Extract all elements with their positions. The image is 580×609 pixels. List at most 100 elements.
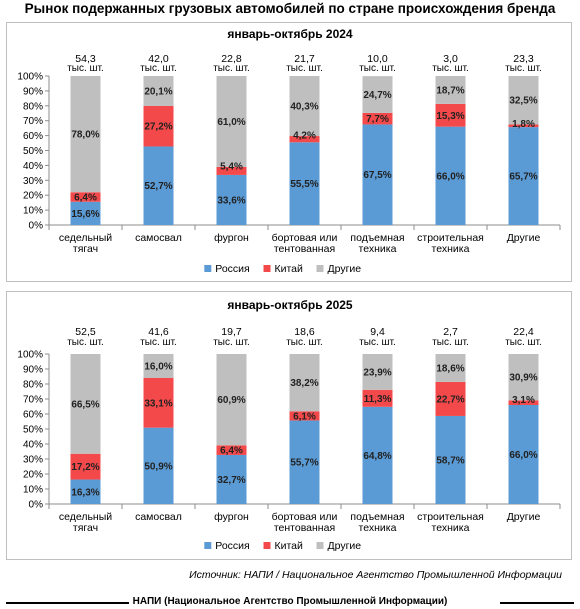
bar-segment [216, 76, 247, 167]
category-label: фургон [214, 511, 249, 523]
bar-segment [216, 166, 247, 175]
total-unit: тыс. шт. [67, 337, 104, 348]
category-label: подъемная [350, 232, 404, 244]
bar-segment [435, 76, 466, 104]
bar-segment [362, 112, 393, 125]
footer-text: НАПИ (Национальное Агентство Промышленно… [128, 596, 452, 607]
y-tick-label: 80% [23, 380, 43, 391]
category-label: Другие [507, 511, 541, 523]
bar-segment [289, 142, 320, 225]
bar-segment [289, 420, 320, 504]
bar-segment [435, 126, 466, 225]
chart-2025-svg: январь-октябрь 2025 0% 10% 20% 30% 40% 50% 60% 7… [17, 298, 561, 552]
bar-segment [70, 76, 101, 193]
bar-segment [70, 354, 101, 454]
data-label: 3,1% [512, 395, 535, 406]
data-label: 20,1% [144, 86, 172, 97]
data-label: 6,1% [293, 411, 316, 422]
y-tick-label: 80% [23, 101, 43, 112]
bar-segment [216, 445, 247, 455]
total-value: 21,7 [294, 53, 315, 65]
total-value: 18,6 [294, 326, 315, 338]
total-unit: тыс. шт. [359, 63, 396, 74]
data-label: 11,3% [364, 394, 392, 405]
total-value: 54,3 [75, 53, 96, 65]
y-tick-label: 50% [23, 425, 43, 436]
category-label: подъемная [350, 511, 404, 523]
chart-title: январь-октябрь 2025 [227, 298, 353, 312]
footer-line-right [500, 602, 574, 604]
total-unit: тыс. шт. [140, 63, 177, 74]
bar-segment [70, 453, 101, 480]
data-label: 27,2% [144, 122, 172, 133]
data-label: 66,5% [71, 399, 99, 410]
chart-2024: январь-октябрь 2024 0% 10% 20% 30% 40% 50% 60% 7… [6, 22, 572, 282]
bar-segment [143, 354, 174, 378]
category-label: фургон [214, 232, 249, 244]
data-label: 52,7% [144, 181, 172, 192]
footer-line-left [6, 602, 216, 604]
total-unit: тыс. шт. [140, 337, 177, 348]
data-label: 22,7% [436, 394, 464, 405]
bar-segment [216, 354, 247, 446]
category-label: тягач [73, 243, 98, 255]
total-value: 42,0 [148, 53, 169, 65]
y-tick-label: 40% [23, 161, 43, 172]
legend-swatch [263, 542, 271, 549]
legend-label: Китай [275, 540, 304, 552]
category-label: тягач [73, 522, 98, 534]
bar-segment [289, 411, 320, 421]
y-tick-label: 30% [23, 455, 43, 466]
y-tick-label: 40% [23, 440, 43, 451]
category-label: техника [359, 522, 397, 534]
bar-segment [143, 146, 174, 225]
y-tick-label: 60% [23, 131, 43, 142]
y-tick-label: 90% [23, 86, 43, 97]
source-note: Источник: НАПИ / Национальное Агентство … [189, 569, 562, 581]
chart-2024-svg: январь-октябрь 2024 0% 10% 20% 30% 40% 50% 60% 7… [17, 27, 561, 275]
legend-swatch [204, 542, 212, 549]
bar-segment [289, 136, 320, 143]
total-unit: тыс. шт. [213, 63, 250, 74]
data-label: 4,2% [293, 131, 316, 142]
category-label: строительная [417, 232, 484, 244]
y-tick-label: 100% [17, 350, 43, 361]
y-tick-label: 10% [23, 485, 43, 496]
data-label: 1,8% [512, 119, 535, 130]
legend: Россия Китай Другие [204, 263, 361, 275]
y-tick-label: 20% [23, 470, 43, 481]
total-value: 2,7 [443, 326, 458, 338]
total-unit: тыс. шт. [67, 63, 104, 74]
total-unit: тыс. шт. [286, 337, 323, 348]
category-label: строительная [417, 511, 484, 523]
data-label: 64,8% [363, 451, 391, 462]
bar-segment [435, 354, 466, 382]
chart-2025: январь-октябрь 2025 0% 10% 20% 30% 40% 50% 60% 7… [6, 291, 572, 560]
y-tick-label: 90% [23, 365, 43, 376]
category-label: тентованная [274, 243, 335, 255]
bar-segment [508, 400, 539, 405]
category-label: техника [432, 522, 470, 534]
category-label: техника [359, 243, 397, 255]
legend-label: Другие [328, 540, 362, 552]
bar-segment [362, 124, 393, 225]
data-label: 60,9% [217, 395, 245, 406]
bar-segment [362, 406, 393, 504]
bar-segment [508, 405, 539, 504]
total-value: 22,4 [513, 326, 534, 338]
legend: Россия Китай Другие [204, 540, 361, 552]
bar-segment [362, 76, 393, 113]
data-label: 78,0% [71, 130, 99, 141]
page-title: Рынок подержанных грузовых автомобилей п… [24, 1, 556, 16]
total-value: 9,4 [370, 326, 385, 338]
bar-segment [362, 389, 393, 407]
category-label: бортовая или [272, 232, 338, 244]
y-tick-label: 70% [23, 395, 43, 406]
legend-swatch [316, 265, 324, 272]
total-unit: тыс. шт. [359, 337, 396, 348]
data-label: 32,7% [217, 475, 245, 486]
data-label: 66,0% [509, 450, 537, 461]
data-label: 15,6% [71, 209, 99, 220]
bar-segment [70, 201, 101, 225]
category-label: седельный [59, 232, 112, 244]
